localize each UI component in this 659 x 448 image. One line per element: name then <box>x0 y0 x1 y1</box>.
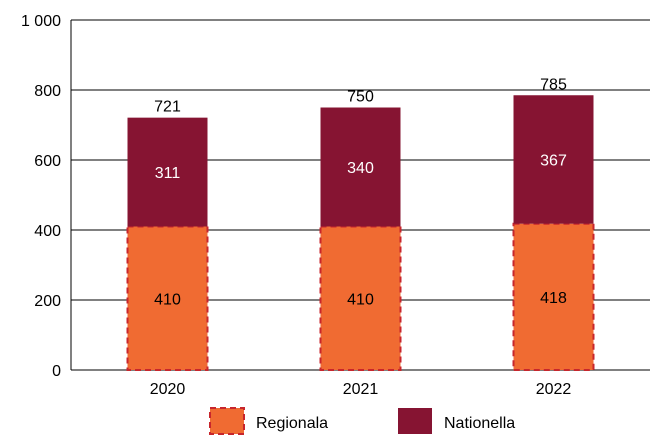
x-tick-label: 2021 <box>343 381 379 398</box>
y-tick-label: 200 <box>34 293 61 310</box>
data-label-regionala: 410 <box>347 291 374 308</box>
data-label-nationella: 367 <box>540 152 567 169</box>
bar-segment-regionala <box>126 225 209 371</box>
data-label-nationella: 340 <box>347 160 374 177</box>
bar-segment-regionala <box>512 222 595 371</box>
legend-label: Regionala <box>256 415 328 432</box>
data-label-regionala: 418 <box>540 290 567 307</box>
total-label: 750 <box>347 89 374 106</box>
data-label-nationella: 311 <box>155 165 181 182</box>
y-tick-label: 600 <box>34 153 61 170</box>
total-label: 785 <box>540 76 567 93</box>
legend: Regionala Nationella <box>209 407 515 435</box>
y-tick-label: 800 <box>34 83 61 100</box>
bar-segment-nationella <box>513 95 594 224</box>
bar-segment-regionala <box>319 225 402 371</box>
legend-swatch <box>398 408 432 434</box>
data-labels: 410 311 721 410 340 750 418 367 785 <box>154 76 567 308</box>
y-tick-label: 0 <box>52 363 61 380</box>
bar-segment-nationella <box>127 117 208 227</box>
total-label: 721 <box>154 99 181 116</box>
bars <box>126 95 595 371</box>
bar-segment-nationella <box>320 107 401 227</box>
legend-item-nationella: Nationella <box>398 408 515 434</box>
y-tick-label: 1 000 <box>21 13 61 30</box>
legend-item-regionala: Regionala <box>209 407 328 435</box>
x-tick-label: 2022 <box>536 381 572 398</box>
y-tick-label: 400 <box>34 223 61 240</box>
x-tick-label: 2020 <box>150 381 186 398</box>
legend-swatch <box>209 407 245 435</box>
legend-label: Nationella <box>444 415 515 432</box>
data-label-regionala: 410 <box>154 291 181 308</box>
